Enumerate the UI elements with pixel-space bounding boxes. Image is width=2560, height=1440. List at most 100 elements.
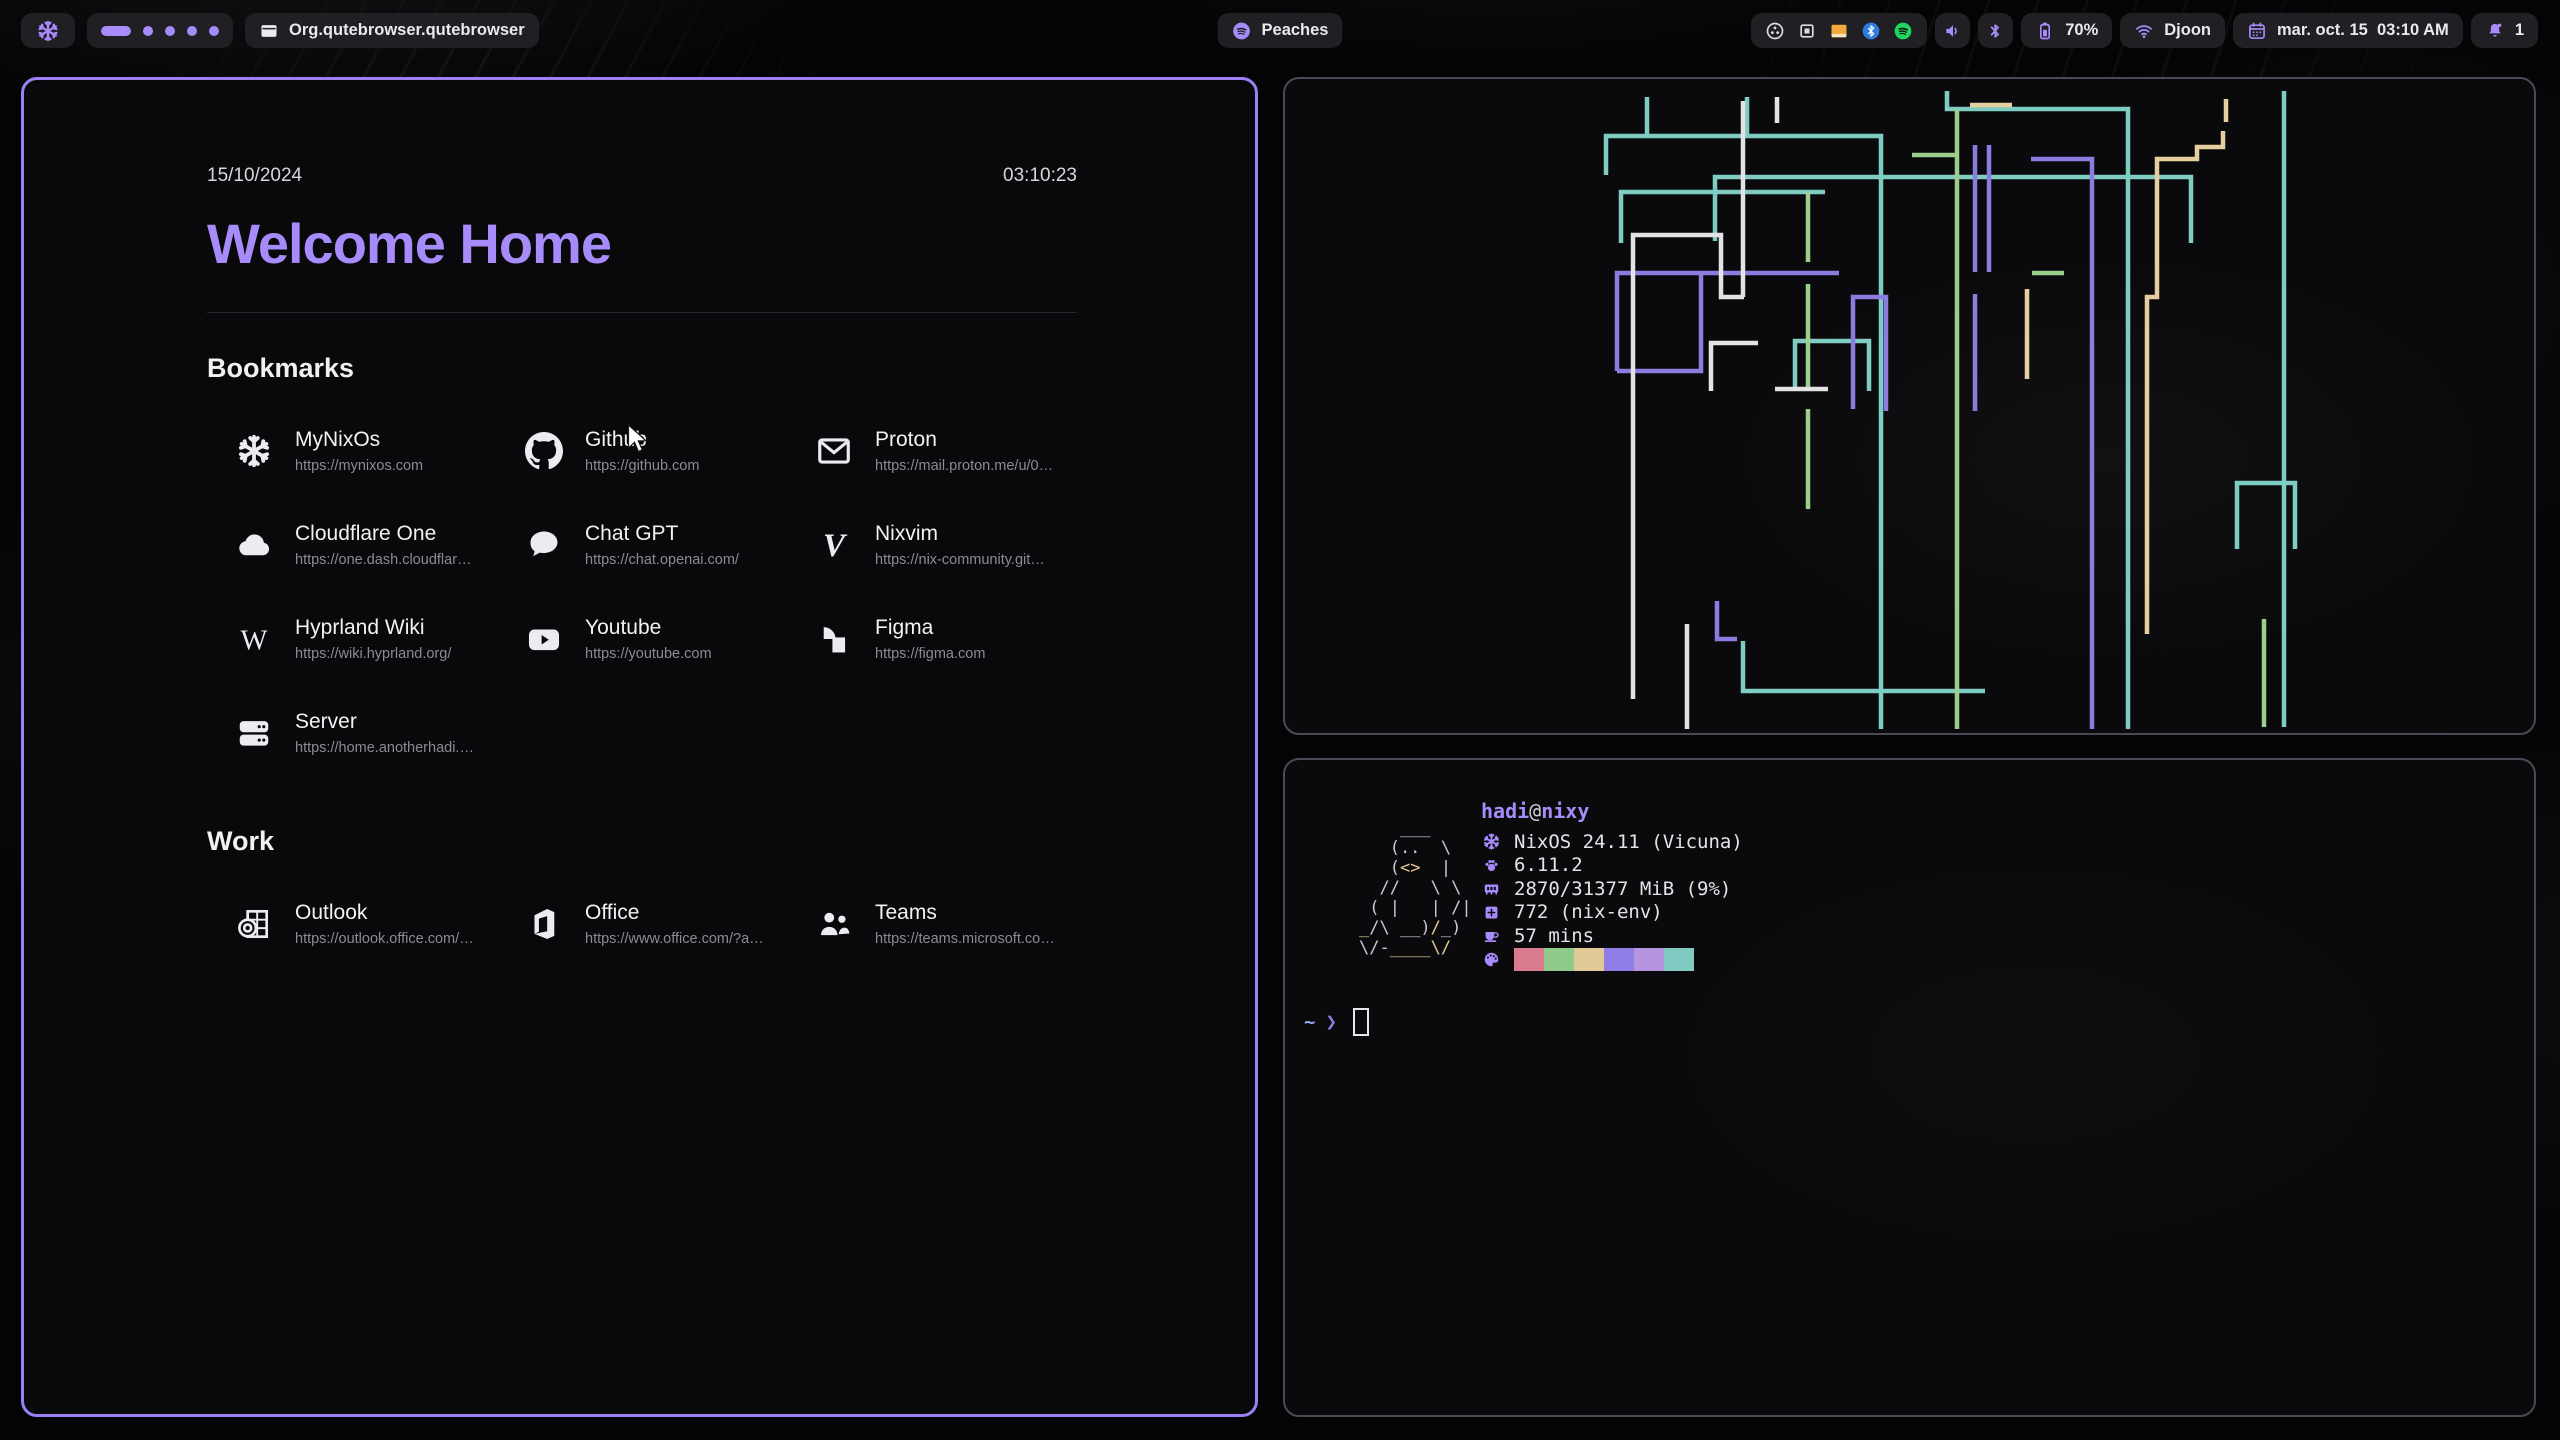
page-title: Welcome Home	[207, 212, 612, 275]
active-window-title: Org.qutebrowser.qutebrowser	[289, 21, 525, 39]
bookmark-url: https://chat.openai.com/	[585, 552, 739, 568]
palette-swatch	[1544, 947, 1574, 971]
folder-icon[interactable]	[1829, 21, 1849, 41]
bookmark-url: https://outlook.office.com/…	[295, 931, 474, 947]
bookmark-item[interactable]: Outlook https://outlook.office.com/…	[207, 895, 497, 953]
github-icon	[525, 432, 563, 470]
bookmark-label: Youtube	[585, 616, 662, 639]
spotify-badge-icon[interactable]	[1893, 21, 1913, 41]
topbar-right: 70% Djoon mar. oct. 15 03:10 AM 1	[1751, 13, 2538, 48]
workspace-dot[interactable]	[101, 25, 131, 36]
battery-level: 70%	[2065, 21, 2099, 39]
clock-label: mar. oct. 15 03:10 AM	[2277, 21, 2449, 39]
bookmark-item[interactable]: Nixvim https://nix-community.git…	[787, 516, 1077, 574]
bookmark-item[interactable]: MyNixOs https://mynixos.com	[207, 422, 497, 480]
wifi-icon	[2134, 21, 2154, 41]
pipes-canvas	[1603, 91, 2298, 729]
teams-icon	[815, 905, 853, 943]
bookmark-label: Proton	[875, 428, 937, 451]
fastfetch-terminal-window[interactable]: ___ (.. \ (<> | // \ \ ( | | /| _/\ __)/…	[1283, 758, 2536, 1417]
terminal-cursor	[1352, 1008, 1369, 1036]
pipes-terminal-window[interactable]	[1283, 77, 2536, 735]
prompt-cwd: ~	[1304, 1011, 1316, 1033]
bookmark-label: Figma	[875, 616, 934, 639]
bookmark-item[interactable]: Youtube https://youtube.com	[497, 610, 787, 668]
palette-icon	[1481, 949, 1501, 969]
fastfetch-row: 772 (nix-env)	[1481, 901, 1743, 925]
bookmark-item[interactable]: Cloudflare One https://one.dash.cloudflar…	[207, 516, 497, 574]
startpage-content: 15/10/2024 03:10:23 Welcome Home Bookmar…	[207, 165, 1077, 1017]
bookmark-label: Server	[295, 710, 357, 733]
bookmark-label: Cloudflare One	[295, 522, 437, 545]
palette-swatch	[1574, 947, 1604, 971]
topbar-left: Org.qutebrowser.qutebrowser	[21, 13, 539, 48]
bookmark-item[interactable]: Figma https://figma.com	[787, 610, 1077, 668]
color-palette	[1514, 947, 1694, 971]
fastfetch-row: 57 mins	[1481, 924, 1743, 948]
bookmark-url: https://mynixos.com	[295, 458, 424, 474]
bookmark-item[interactable]: Server https://home.anotherhadi.…	[207, 704, 497, 762]
bell-icon	[2485, 21, 2505, 41]
workspace-dot[interactable]	[209, 25, 219, 36]
snowflake-icon	[1481, 832, 1501, 852]
fastfetch-value: 772 (nix-env)	[1514, 901, 1663, 924]
bookmark-label: MyNixOs	[295, 428, 381, 451]
shell-prompt[interactable]: ~ ❯	[1304, 1008, 1369, 1036]
fastfetch-row: 6.11.2	[1481, 854, 1743, 878]
nix-menu-button[interactable]	[21, 13, 75, 48]
notifications-pill[interactable]: 1	[2470, 13, 2538, 48]
bookmark-url: https://mail.proton.me/u/0…	[875, 458, 1054, 474]
clock-pill[interactable]: mar. oct. 15 03:10 AM	[2233, 13, 2463, 48]
obs-icon[interactable]	[1765, 21, 1785, 41]
workspace-dot[interactable]	[187, 25, 197, 36]
box-icon[interactable]	[1797, 21, 1817, 41]
outlook-icon	[235, 905, 273, 943]
network-name: Djoon	[2164, 21, 2211, 39]
active-window-pill[interactable]: Org.qutebrowser.qutebrowser	[245, 13, 539, 48]
vim-icon	[815, 526, 853, 564]
battery-pill[interactable]: 70%	[2021, 13, 2113, 48]
tray	[1751, 13, 1928, 48]
nix-icon	[235, 432, 273, 470]
bookmark-url: https://wiki.hyprland.org/	[295, 646, 452, 662]
chat-icon	[525, 526, 563, 564]
palette-swatch	[1634, 947, 1664, 971]
bookmark-item[interactable]: Office https://www.office.com/?a…	[497, 895, 787, 953]
workspace-dot[interactable]	[165, 25, 175, 36]
network-pill[interactable]: Djoon	[2120, 13, 2225, 48]
bookmark-label: Office	[585, 901, 640, 924]
bluetooth-pill[interactable]	[1978, 13, 2014, 48]
bookmark-url: https://home.anotherhadi.…	[295, 740, 474, 756]
youtube-icon	[525, 620, 563, 658]
bookmark-url: https://nix-community.git…	[875, 552, 1045, 568]
section-heading: Bookmarks	[207, 353, 355, 383]
cloud-icon	[235, 526, 273, 564]
bookmark-url: https://teams.microsoft.co…	[875, 931, 1055, 947]
wiki-icon	[235, 620, 273, 658]
bookmark-item[interactable]: Proton https://mail.proton.me/u/0…	[787, 422, 1077, 480]
workspace-dot[interactable]	[143, 25, 153, 36]
bookmark-item[interactable]: Chat GPT https://chat.openai.com/	[497, 516, 787, 574]
bookmark-item[interactable]: Hyprland Wiki https://wiki.hyprland.org/	[207, 610, 497, 668]
fastfetch-row: 2870/31377 MiB (9%)	[1481, 877, 1743, 901]
qutebrowser-window[interactable]: 15/10/2024 03:10:23 Welcome Home Bookmar…	[21, 77, 1258, 1417]
window-icon	[259, 21, 279, 41]
nix-logo-icon	[36, 19, 60, 43]
bookmark-label: Teams	[875, 901, 937, 924]
bookmark-url: https://www.office.com/?a…	[585, 931, 764, 947]
bluetooth-badge-icon[interactable]	[1861, 21, 1881, 41]
uptime-icon	[1481, 926, 1501, 946]
fastfetch-title: hadi@nixy	[1481, 798, 1743, 824]
volume-pill[interactable]	[1935, 13, 1971, 48]
bookmark-url: https://figma.com	[875, 646, 986, 662]
fastfetch-value: 57 mins	[1514, 924, 1595, 947]
fastfetch-info: hadi@nixy NixOS 24.11 (Vicuna) 6.11.2 2870…	[1481, 798, 1743, 971]
fastfetch-value: 6.11.2	[1514, 854, 1583, 877]
bookmark-item[interactable]: Teams https://teams.microsoft.co…	[787, 895, 1077, 953]
server-icon	[235, 714, 273, 752]
media-pill[interactable]: Peaches	[1217, 13, 1343, 48]
notification-count: 1	[2514, 21, 2524, 39]
palette-row	[1481, 947, 1743, 972]
start-date: 15/10/2024	[207, 165, 303, 186]
workspace-indicator[interactable]	[87, 13, 233, 48]
